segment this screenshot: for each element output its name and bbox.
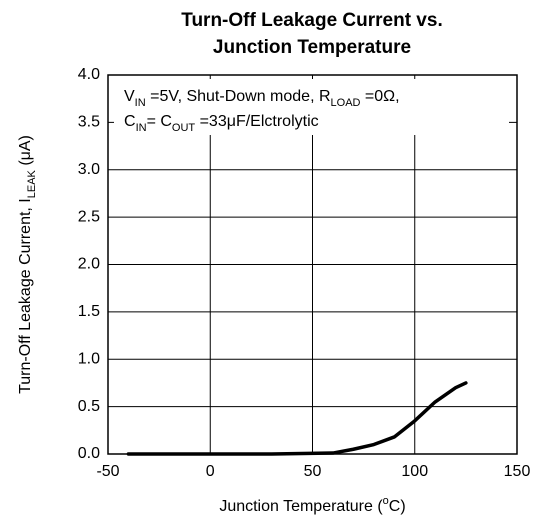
x-tick-label: 0 bbox=[206, 463, 215, 480]
y-tick-label: 3.0 bbox=[78, 161, 100, 178]
annotation: VIN =5V, Shut-Down mode, RLOAD =0Ω, bbox=[124, 88, 400, 109]
annotation-part: C bbox=[124, 113, 136, 130]
y-axis-label-part: Turn-Off Leakage Current, I bbox=[17, 198, 34, 394]
annotation-part: V bbox=[124, 88, 135, 105]
annotation-part: LOAD bbox=[331, 97, 361, 109]
x-axis-label-part: C) bbox=[389, 498, 406, 515]
y-tick-label: 2.0 bbox=[78, 256, 100, 273]
x-tick-label: 100 bbox=[401, 463, 428, 480]
chart-title: Turn-Off Leakage Current vs. bbox=[181, 10, 442, 31]
y-tick-label: 2.5 bbox=[78, 208, 100, 225]
x-axis-label-part: o bbox=[383, 495, 389, 507]
x-axis-label-part: Junction Temperature ( bbox=[219, 498, 383, 515]
annotation-part: IN bbox=[135, 97, 146, 109]
annotation-part: IN bbox=[136, 122, 147, 134]
y-tick-label: 1.0 bbox=[78, 350, 100, 367]
annotation-part: = C bbox=[147, 113, 172, 130]
annotation-background bbox=[114, 79, 509, 135]
y-tick-label: 1.5 bbox=[78, 303, 100, 320]
x-axis-label: Junction Temperature (oC) bbox=[219, 495, 405, 515]
line-series bbox=[126, 381, 468, 456]
y-tick-label: 4.0 bbox=[78, 66, 100, 83]
y-tick-label: 3.5 bbox=[78, 114, 100, 131]
chart-title: Junction Temperature bbox=[213, 37, 411, 58]
annotation-part: =5V, Shut-Down mode, R bbox=[146, 88, 331, 105]
y-axis-label: Turn-Off Leakage Current, ILEAK (μA) bbox=[17, 135, 38, 394]
annotation: CIN= COUT =33μF/Elctrolytic bbox=[124, 113, 319, 134]
y-axis-label-part: (μA) bbox=[17, 135, 34, 170]
annotation-part: OUT bbox=[172, 122, 196, 134]
annotation-part: =33μF/Elctrolytic bbox=[195, 113, 318, 130]
x-tick-label: 50 bbox=[304, 463, 322, 480]
y-tick-label: 0.5 bbox=[78, 398, 100, 415]
annotation-part: =0Ω, bbox=[360, 88, 399, 105]
x-tick-label: 150 bbox=[504, 463, 531, 480]
y-axis-label-part: LEAK bbox=[26, 169, 38, 198]
x-tick-label: -50 bbox=[96, 463, 119, 480]
y-tick-label: 0.0 bbox=[78, 445, 100, 462]
